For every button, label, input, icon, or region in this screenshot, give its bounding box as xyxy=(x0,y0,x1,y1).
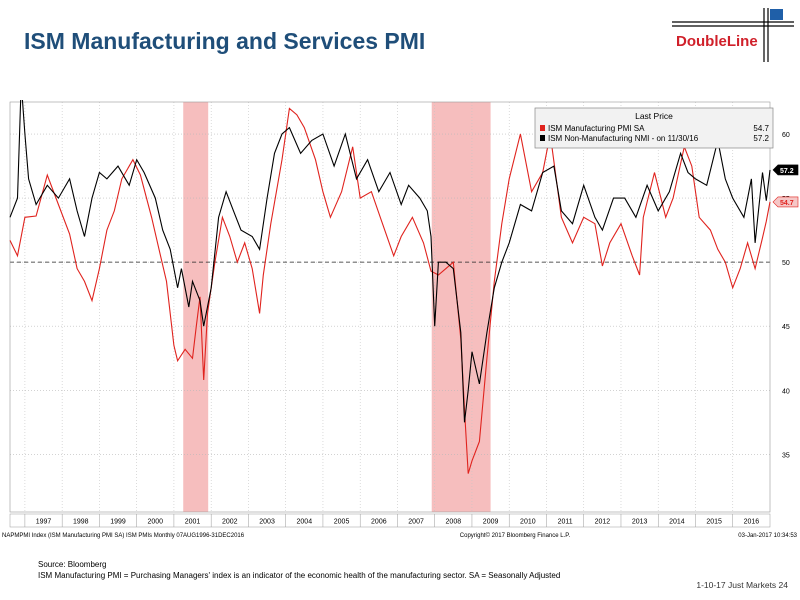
legend-header: Last Price xyxy=(635,111,673,121)
non-manufacturing-nmi-line xyxy=(9,82,771,423)
x-axis-band xyxy=(9,513,771,528)
legend-value: 54.7 xyxy=(753,124,769,133)
chart-svg: 35404550556057.254.719971998199920002001… xyxy=(2,82,799,539)
x-tick-label: 2000 xyxy=(148,519,164,526)
bloomberg-footer-right: 03-Jan-2017 10:34:53 xyxy=(738,533,797,539)
definition-note: ISM Manufacturing PMI = Purchasing Manag… xyxy=(38,571,561,580)
x-tick-label: 1998 xyxy=(73,519,89,526)
last-value-tag-bg xyxy=(772,164,799,176)
y-tick-label: 50 xyxy=(782,260,790,267)
x-tick-label: 2015 xyxy=(706,519,722,526)
x-tick-label: 2008 xyxy=(446,519,462,526)
manufacturing-pmi-line xyxy=(9,107,771,474)
x-tick-label: 2002 xyxy=(222,519,238,526)
legend-swatch xyxy=(540,125,545,131)
x-tick-label: 2011 xyxy=(558,519,573,526)
last-value-tag-bg xyxy=(772,196,799,208)
x-tick-label: 2014 xyxy=(669,519,685,526)
x-tick-label: 2001 xyxy=(185,519,201,526)
y-tick-label: 35 xyxy=(782,452,790,459)
legend-label: ISM Non-Manufacturing NMI - on 11/30/16 xyxy=(548,134,699,143)
last-value-tag: 54.7 xyxy=(780,200,794,207)
y-tick-label: 40 xyxy=(782,388,790,395)
legend-label: ISM Manufacturing PMI SA xyxy=(548,124,645,133)
x-tick-label: 1997 xyxy=(36,519,52,526)
y-tick-label: 45 xyxy=(782,324,790,331)
x-tick-label: 2004 xyxy=(297,519,313,526)
source-note: Source: Bloomberg xyxy=(38,560,107,569)
page-title: ISM Manufacturing and Services PMI xyxy=(24,28,426,54)
x-tick-label: 2006 xyxy=(371,519,387,526)
x-tick-label: 2007 xyxy=(408,519,424,526)
last-value-tag: 57.2 xyxy=(780,168,794,175)
y-tick-label: 60 xyxy=(782,132,790,139)
plot-frame xyxy=(9,101,771,513)
x-tick-label: 2016 xyxy=(744,519,760,526)
legend-swatch xyxy=(540,135,545,141)
x-tick-label: 2009 xyxy=(483,519,499,526)
x-tick-label: 2010 xyxy=(520,519,536,526)
legend-value: 57.2 xyxy=(753,134,769,143)
x-tick-label: 2003 xyxy=(259,519,275,526)
page-footer: 1-10-17 Just Markets 24 xyxy=(696,580,788,590)
x-tick-label: 2013 xyxy=(632,519,648,526)
recession-band-2 xyxy=(431,102,491,512)
legend-box xyxy=(534,107,774,149)
x-tick-label: 2005 xyxy=(334,519,350,526)
x-tick-label: 1999 xyxy=(110,519,126,526)
doubleline-logo: DoubleLine xyxy=(676,33,758,50)
x-tick-label: 2012 xyxy=(595,519,611,526)
pmi-chart: 35404550556057.254.719971998199920002001… xyxy=(0,82,800,544)
recession-band-1 xyxy=(183,102,209,512)
bloomberg-footer-left: NAPMPMI Index (ISM Manufacturing PMI SA)… xyxy=(2,533,245,539)
logo-frame xyxy=(672,8,794,62)
bloomberg-footer-center: Copyright© 2017 Bloomberg Finance L.P. xyxy=(460,532,571,539)
